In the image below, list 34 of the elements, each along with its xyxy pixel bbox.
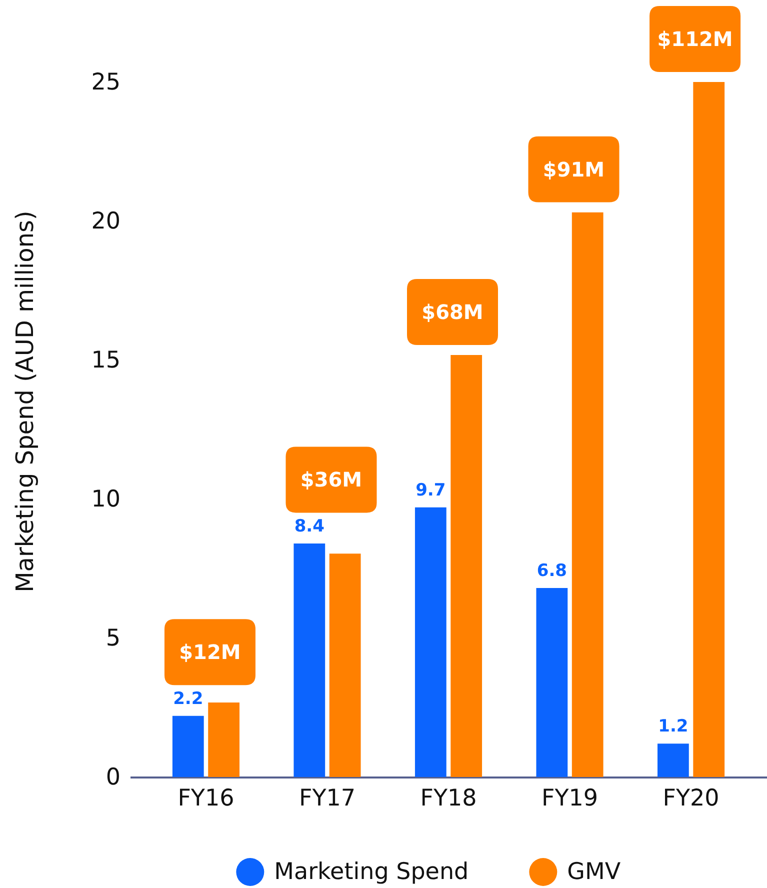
y-tick-label: 10 xyxy=(91,486,120,512)
bar xyxy=(572,212,604,777)
data-label: 1.2 xyxy=(658,716,688,737)
bar xyxy=(693,82,725,777)
bar xyxy=(329,554,361,777)
data-label: $68M xyxy=(422,300,484,324)
x-tick-label: FY20 xyxy=(662,786,720,812)
y-tick-label: 20 xyxy=(91,208,120,234)
y-tick-label: 5 xyxy=(106,626,120,652)
y-tick-label: 25 xyxy=(91,70,120,96)
bar xyxy=(450,355,482,777)
data-label: 2.2 xyxy=(173,688,204,709)
y-tick-label: 15 xyxy=(91,348,120,374)
bar xyxy=(172,716,204,777)
x-tick-label: FY17 xyxy=(298,786,356,812)
bar xyxy=(536,588,568,777)
bar xyxy=(294,543,326,777)
data-label: $112M xyxy=(657,27,733,51)
x-tick-label: FY18 xyxy=(420,786,477,812)
bar xyxy=(414,507,446,777)
legend-label: GMV xyxy=(567,859,621,885)
data-label: 8.4 xyxy=(294,516,325,536)
y-tick-label: 0 xyxy=(106,764,120,790)
bar xyxy=(658,744,689,777)
legend-label: Marketing Spend xyxy=(274,859,469,885)
x-tick-label: FY16 xyxy=(178,786,234,812)
data-label: $36M xyxy=(300,468,362,492)
bar xyxy=(208,702,240,777)
data-label: 6.8 xyxy=(536,560,567,581)
data-label: $12M xyxy=(179,640,241,664)
x-tick-label: FY19 xyxy=(541,786,598,812)
data-label: $91M xyxy=(542,157,605,182)
y-axis-title: Marketing Spend (AUD millions) xyxy=(11,210,40,592)
data-label: 9.7 xyxy=(416,480,446,500)
